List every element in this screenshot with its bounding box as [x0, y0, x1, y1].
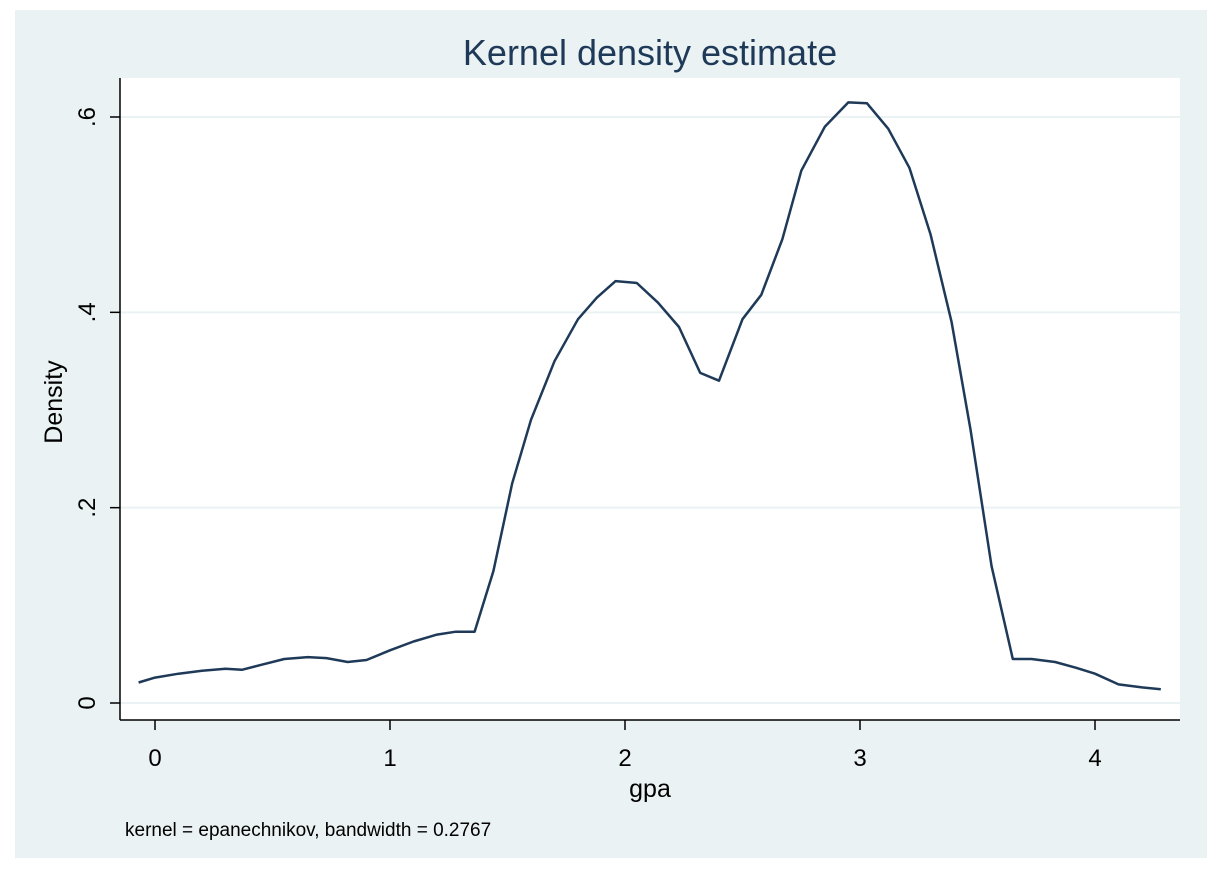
- x-tick-label: 3: [853, 745, 866, 772]
- y-tick-label: 0: [74, 696, 101, 709]
- x-tick-label: 1: [383, 745, 396, 772]
- y-tick-label: .2: [74, 498, 101, 518]
- density-line: [138, 101, 1161, 691]
- x-tick-label: 0: [148, 745, 161, 772]
- y-tick-label: .6: [74, 107, 101, 127]
- x-axis-title: gpa: [629, 775, 671, 803]
- chart-title: Kernel density estimate: [463, 32, 837, 73]
- x-tick-label: 4: [1088, 745, 1101, 772]
- y-axis-title: Density: [40, 360, 68, 444]
- x-tick-label: 2: [618, 745, 631, 772]
- plot-area: [120, 78, 1180, 720]
- y-tick-label: .4: [74, 302, 101, 322]
- chart-note: kernel = epanechnikov, bandwidth = 0.276…: [125, 820, 491, 841]
